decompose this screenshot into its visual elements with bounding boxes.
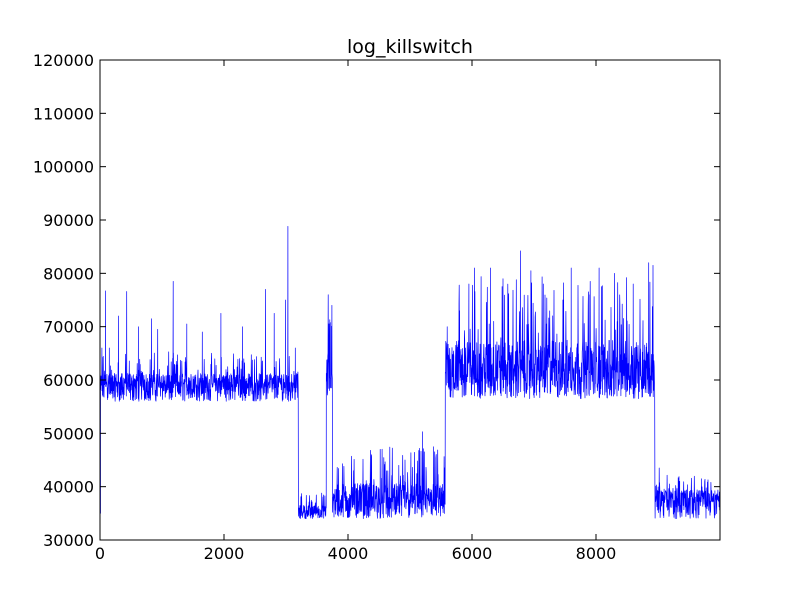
y-tick-label: 100000 bbox=[33, 158, 94, 177]
x-tick-label: 6000 bbox=[452, 544, 493, 563]
chart-title: log_killswitch bbox=[347, 36, 473, 58]
y-tick-label: 80000 bbox=[43, 264, 94, 283]
x-tick-label: 2000 bbox=[204, 544, 245, 563]
plot-area: 0 2000 4000 6000 8000 30000 40000 50000 60000 700… bbox=[33, 51, 721, 563]
y-tick-label: 50000 bbox=[43, 424, 94, 443]
y-tick-label: 110000 bbox=[33, 104, 94, 123]
y-tick-label: 30000 bbox=[43, 531, 94, 550]
series-line-0 bbox=[100, 226, 720, 520]
x-tick-label: 0 bbox=[95, 544, 105, 563]
x-tick-label: 8000 bbox=[576, 544, 617, 563]
y-tick-label: 40000 bbox=[43, 478, 94, 497]
y-tick-label: 60000 bbox=[43, 371, 94, 390]
x-tick-label: 4000 bbox=[328, 544, 369, 563]
plot-frame bbox=[99, 59, 721, 541]
y-tick-label: 120000 bbox=[33, 51, 94, 70]
y-tick-label: 70000 bbox=[43, 318, 94, 337]
y-tick-label: 90000 bbox=[43, 211, 94, 230]
